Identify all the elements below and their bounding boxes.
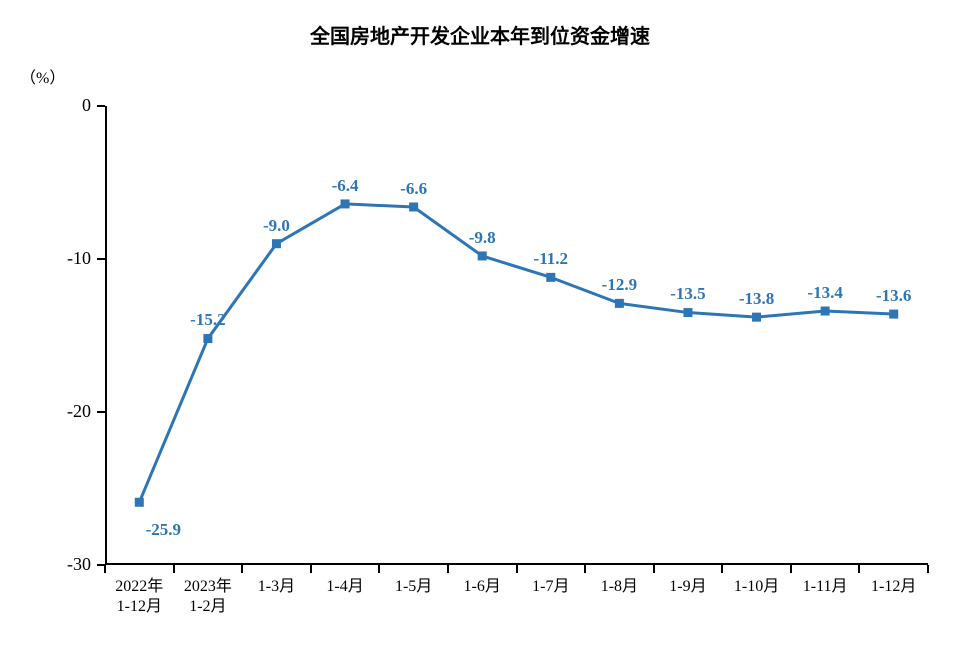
data-marker [546, 273, 555, 282]
x-tick [447, 565, 449, 573]
x-tick [310, 565, 312, 573]
series-line [139, 204, 893, 502]
data-label: -13.8 [727, 289, 787, 309]
x-tick [927, 565, 929, 573]
data-marker [409, 202, 418, 211]
data-marker [821, 307, 830, 316]
data-label: -6.4 [315, 176, 375, 196]
x-tick [584, 565, 586, 573]
data-marker [272, 239, 281, 248]
y-tick [97, 105, 105, 107]
data-marker [752, 313, 761, 322]
y-tick-label: -10 [31, 248, 91, 269]
data-label: -15.2 [178, 310, 238, 330]
data-marker [615, 299, 624, 308]
x-tick [241, 565, 243, 573]
data-label: -11.2 [521, 249, 581, 269]
data-marker [341, 199, 350, 208]
data-label: -13.5 [658, 284, 718, 304]
y-axis-unit-label: （%） [20, 64, 65, 88]
data-marker [683, 308, 692, 317]
x-tick-label: 1-11月 [791, 577, 860, 597]
data-label: -13.4 [795, 283, 855, 303]
x-tick-label: 1-10月 [722, 577, 791, 597]
x-tick-label: 1-7月 [517, 577, 586, 597]
chart-root: 全国房地产开发企业本年到位资金增速 （%） 0-10-20-302022年 1-… [0, 0, 960, 672]
x-tick [378, 565, 380, 573]
data-label: -25.9 [133, 520, 193, 540]
line-series [105, 106, 928, 565]
x-tick [858, 565, 860, 573]
data-marker [478, 251, 487, 260]
y-tick-label: -30 [31, 554, 91, 575]
x-tick [173, 565, 175, 573]
y-tick [97, 411, 105, 413]
data-label: -9.0 [246, 216, 306, 236]
x-tick [653, 565, 655, 573]
data-marker [203, 334, 212, 343]
data-marker [135, 498, 144, 507]
x-tick-label: 2022年 1-12月 [105, 577, 174, 617]
y-tick-label: 0 [31, 95, 91, 116]
data-marker [889, 310, 898, 319]
x-tick-label: 1-3月 [242, 577, 311, 597]
chart-title: 全国房地产开发企业本年到位资金增速 [0, 20, 960, 49]
x-tick-label: 2023年 1-2月 [174, 577, 243, 617]
x-tick-label: 1-6月 [448, 577, 517, 597]
x-tick-label: 1-5月 [379, 577, 448, 597]
x-tick [790, 565, 792, 573]
data-label: -12.9 [589, 275, 649, 295]
x-tick-label: 1-4月 [311, 577, 380, 597]
data-label: -13.6 [864, 286, 924, 306]
data-label: -6.6 [384, 179, 444, 199]
x-tick [104, 565, 106, 573]
x-tick-label: 1-9月 [654, 577, 723, 597]
x-tick [721, 565, 723, 573]
plot-area: 0-10-20-302022年 1-12月2023年 1-2月1-3月1-4月1… [105, 106, 928, 565]
x-tick-label: 1-8月 [585, 577, 654, 597]
data-label: -9.8 [452, 228, 512, 248]
x-tick-label: 1-12月 [859, 577, 928, 597]
x-tick [516, 565, 518, 573]
y-tick-label: -20 [31, 401, 91, 422]
y-tick [97, 258, 105, 260]
